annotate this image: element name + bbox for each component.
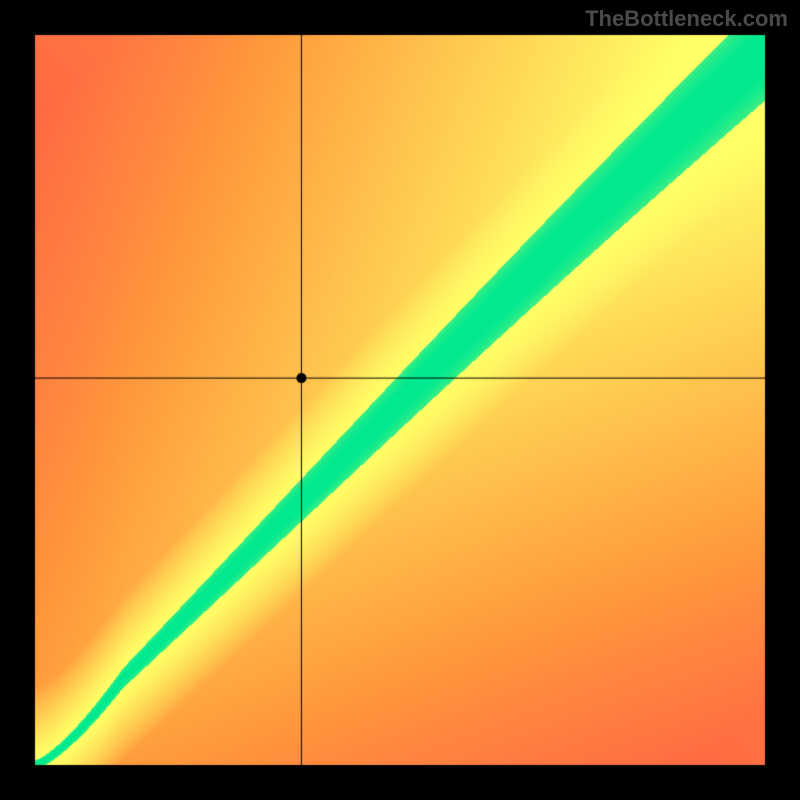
chart-container: TheBottleneck.com — [0, 0, 800, 800]
watermark-text: TheBottleneck.com — [585, 6, 788, 32]
bottleneck-heatmap — [0, 0, 800, 800]
